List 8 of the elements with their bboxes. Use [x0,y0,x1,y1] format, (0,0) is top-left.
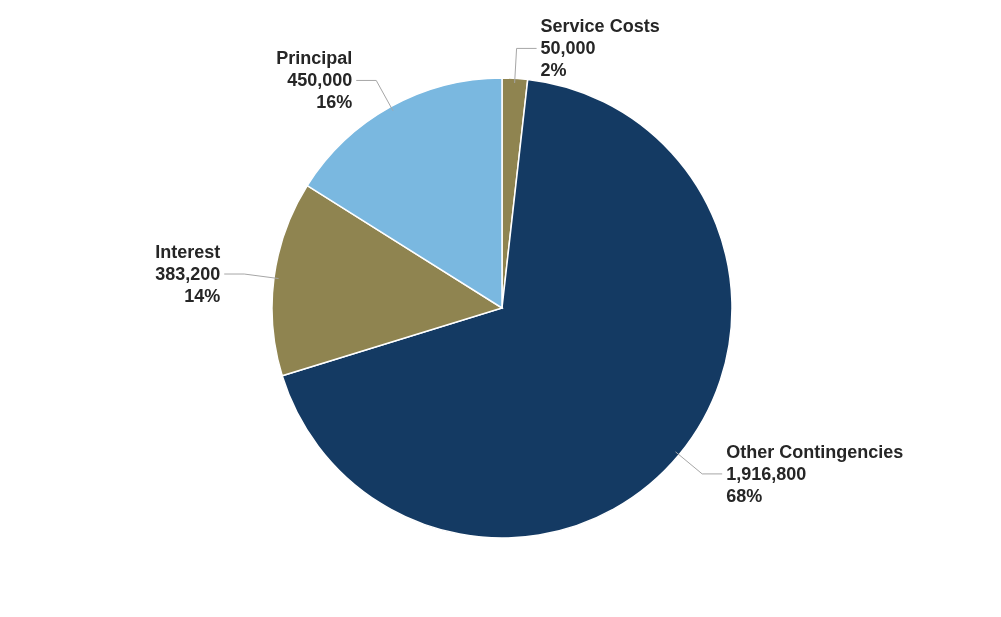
slice-label: Interest [155,242,221,263]
data-label: 383,200 14% [155,264,221,307]
data-label: 450,000 16% [287,70,353,113]
data-label: 50,000 2% [540,38,596,81]
slice-label: Principal [276,48,353,69]
data-label: 1,916,800 68% [726,463,807,506]
slice-label: Service Costs [540,16,660,37]
slice-label: Other Contingencies [726,441,904,462]
